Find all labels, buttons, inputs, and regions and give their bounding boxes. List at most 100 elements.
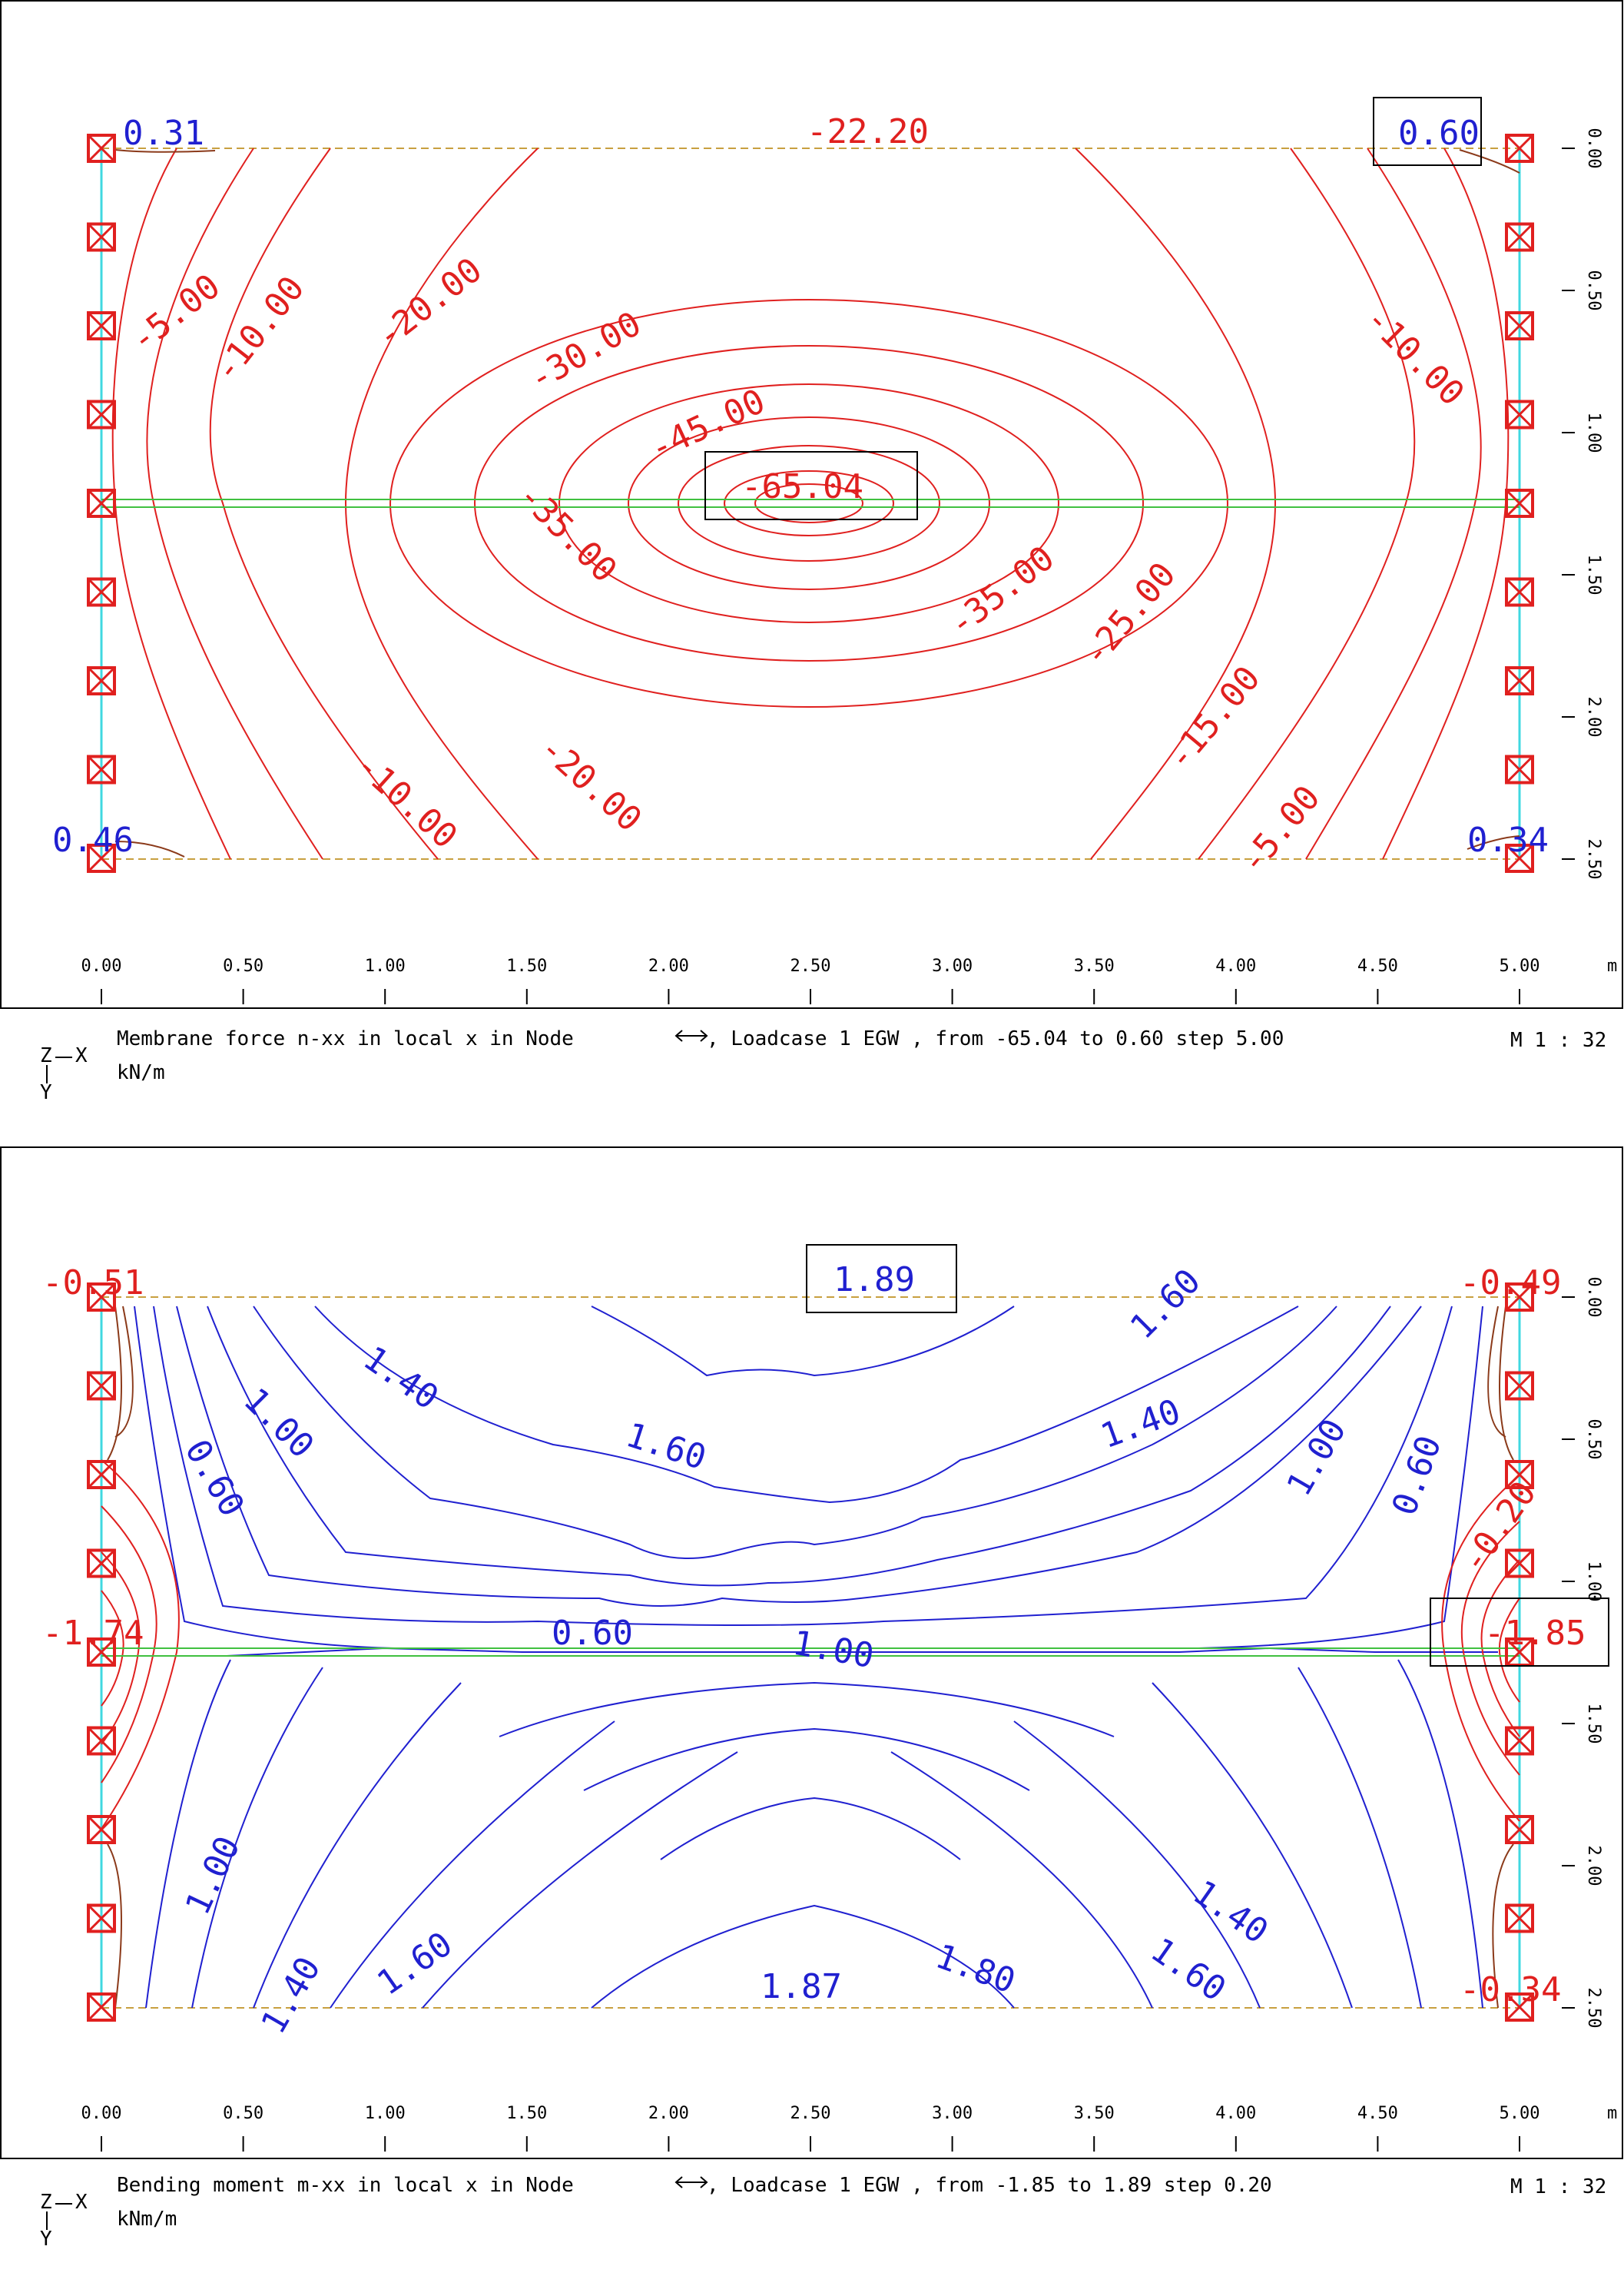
- support-icon: [87, 1548, 116, 1578]
- support-icon: [87, 1815, 116, 1844]
- support-icon: [87, 1726, 116, 1756]
- support-icon: [87, 1903, 116, 1933]
- support-icon: [1505, 1548, 1534, 1578]
- p2-top-left-value: -0.51: [42, 1263, 144, 1302]
- p2-top-right-value: -0.49: [1460, 1263, 1561, 1302]
- support-icon: [87, 400, 116, 430]
- y-tick-label: 1.00: [1584, 1561, 1603, 1602]
- double-arrow-icon: [674, 2176, 708, 2188]
- beam-line: [101, 1647, 1520, 1657]
- p2-right-upper-value: -0.20: [1453, 1475, 1544, 1581]
- y-tick-label: 2.00: [1584, 1846, 1603, 1886]
- y-tick-label: 1.50: [1584, 555, 1603, 596]
- support-icon: [1505, 1992, 1534, 2022]
- contour-label: 1.60: [1144, 1930, 1233, 2009]
- support-icon: [87, 489, 116, 518]
- support-icon: [1505, 666, 1534, 695]
- membrane-corner-contours: [114, 149, 1520, 858]
- contour-label: 1.40: [254, 1950, 328, 2040]
- p2-bottom-right-value: -0.34: [1460, 1970, 1561, 2009]
- membrane-contours: [111, 148, 1510, 860]
- min-value-box: [1430, 1598, 1609, 1667]
- panel-bending-moment: -0.51 -0.49 1.89 -1.74 -1.85 -0.34 1.87 …: [0, 1146, 1623, 2159]
- y-tick-label: 0.50: [1584, 270, 1603, 311]
- caption-title: Membrane force n-xx in local x in Node: [117, 1027, 574, 1050]
- contour-label: 1.40: [356, 1339, 446, 1418]
- x-tick-label: 4.50: [1357, 2104, 1398, 2123]
- p1-top-mid-value: -22.20: [807, 112, 929, 151]
- support-icon: [1505, 844, 1534, 873]
- x-tick-label: 4.50: [1357, 957, 1398, 976]
- caption-loadcase: , Loadcase 1 EGW , from -65.04 to 0.60 s…: [707, 1027, 1284, 1050]
- max-value-box: [806, 1244, 957, 1313]
- x-tick-label: 2.00: [648, 2104, 689, 2123]
- panel2-caption: Z X Y Bending moment m-xx in local x in …: [40, 2174, 1606, 2251]
- caption-loadcase: , Loadcase 1 EGW , from -1.85 to 1.89 st…: [707, 2174, 1272, 2197]
- x-tick-label: 1.00: [365, 2104, 406, 2123]
- moment-contours: [115, 1306, 1498, 2009]
- support-icon: [87, 1637, 116, 1667]
- support-icon: [1505, 311, 1534, 340]
- support-icon: [87, 844, 116, 873]
- x-tick-label: 2.00: [648, 957, 689, 976]
- x-tick-label: 3.00: [932, 2104, 973, 2123]
- x-tick-label: 2.50: [790, 957, 831, 976]
- svg-text:X: X: [75, 2191, 88, 2214]
- support-icon: [1505, 1460, 1534, 1489]
- support-icon: [87, 1460, 116, 1489]
- p1-min-value: -65.04: [741, 467, 863, 506]
- caption-title: Bending moment m-xx in local x in Node: [117, 2174, 574, 2197]
- support-icon: [1505, 1282, 1534, 1312]
- support-icon: [1505, 1371, 1534, 1401]
- x-tick-label: 0.00: [81, 957, 122, 976]
- p2-mid-right-value: -1.85: [1484, 1614, 1586, 1653]
- p1-bottom-left-value: 0.46: [52, 821, 134, 860]
- contour-label: 1.60: [1123, 1262, 1208, 1347]
- y-tick-label: 2.00: [1584, 697, 1603, 738]
- panel1-supports: [87, 134, 1534, 873]
- scale-label: M 1 : 32: [1510, 1029, 1606, 1052]
- support-icon: [1505, 1726, 1534, 1756]
- x-tick-label: 5.00: [1500, 2104, 1540, 2123]
- contour-label: 1.80: [930, 1936, 1020, 2001]
- support-icon: [1505, 1903, 1534, 1933]
- p1-top-left-value: 0.31: [123, 114, 204, 153]
- contour-label: -20.00: [369, 251, 489, 357]
- contour-label: 1.00: [178, 1830, 248, 1921]
- support-icon: [87, 222, 116, 252]
- negative-moment-contours: [101, 1459, 1520, 1830]
- svg-text:Y: Y: [40, 1081, 52, 1104]
- x-unit-label: m: [1607, 2104, 1617, 2123]
- support-icon: [87, 1992, 116, 2022]
- axis-icon: Z X Y: [40, 2191, 88, 2251]
- x-tick-label: 1.50: [506, 957, 547, 976]
- support-icon: [87, 1282, 116, 1312]
- p1-top-right-value: 0.60: [1398, 114, 1480, 153]
- p1-bottom-right-value: 0.34: [1467, 821, 1549, 860]
- contour-label: -35.00: [941, 539, 1062, 645]
- x-tick-label: 5.00: [1500, 957, 1540, 976]
- corner-moment-contours: [107, 1306, 1514, 2009]
- support-icon: [1505, 1815, 1534, 1844]
- contour-label: -5.00: [123, 267, 227, 360]
- panel-membrane-force: 0.31 0.60 -22.20 0.46 0.34 -65.04 -5.00 …: [0, 0, 1623, 1009]
- svg-text:Z: Z: [40, 1044, 52, 1067]
- panel1-caption: Z X Y Membrane force n-xx in local x in …: [40, 1027, 1606, 1104]
- y-tick-label: 0.50: [1584, 1419, 1603, 1460]
- panel1-x-axis: 0.00 0.50 1.00 1.50 2.00 2.50 3.00 3.50 4.00 4.50…: [81, 957, 1617, 1004]
- contour-label: 1.00: [1279, 1412, 1354, 1502]
- x-tick-label: 3.50: [1074, 957, 1115, 976]
- svg-text:X: X: [75, 1044, 88, 1067]
- y-tick-label: 2.50: [1584, 839, 1603, 880]
- support-icon: [87, 134, 116, 163]
- contour-label: -20.00: [532, 728, 649, 839]
- svg-text:Z: Z: [40, 2191, 52, 2214]
- support-icon: [87, 1371, 116, 1401]
- caption-unit: kN/m: [117, 1061, 165, 1084]
- min-value-box: [704, 451, 918, 520]
- support-icon: [1505, 400, 1534, 430]
- x-tick-label: 2.50: [790, 2104, 831, 2123]
- beam-line: [101, 499, 1520, 508]
- y-tick-label: 1.00: [1584, 413, 1603, 453]
